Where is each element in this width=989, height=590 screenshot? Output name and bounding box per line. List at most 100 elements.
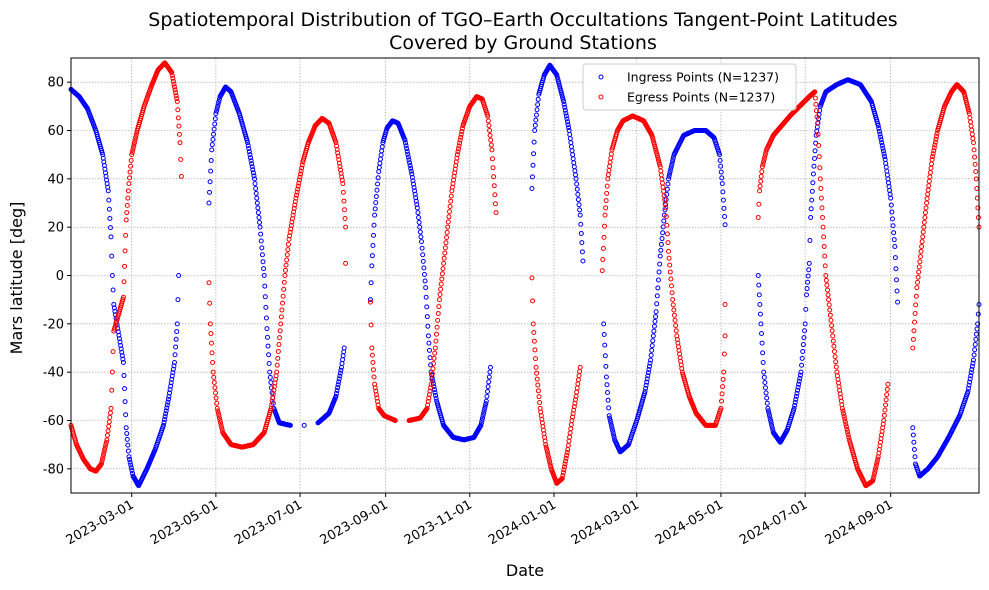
data-point bbox=[925, 191, 931, 197]
data-point bbox=[966, 382, 972, 388]
data-point bbox=[799, 355, 805, 361]
data-point bbox=[122, 399, 128, 405]
data-point bbox=[579, 249, 585, 255]
data-point bbox=[874, 461, 880, 467]
legend-marker bbox=[598, 74, 604, 80]
data-point bbox=[419, 245, 425, 251]
data-point bbox=[277, 335, 283, 341]
data-point bbox=[133, 135, 139, 141]
data-point bbox=[757, 183, 763, 189]
data-point bbox=[824, 287, 830, 293]
data-point bbox=[968, 123, 974, 129]
x-axis-label: Date bbox=[506, 561, 544, 580]
data-point bbox=[266, 352, 272, 358]
data-point bbox=[661, 218, 667, 224]
data-point bbox=[275, 348, 281, 354]
data-point bbox=[562, 461, 568, 467]
data-point bbox=[407, 163, 413, 169]
data-point bbox=[530, 298, 536, 304]
data-point bbox=[378, 156, 384, 162]
data-point bbox=[871, 473, 877, 479]
legend: Ingress Points (N=1237) Egress Points (N=… bbox=[582, 63, 797, 111]
data-point bbox=[333, 140, 339, 146]
data-point bbox=[546, 456, 552, 462]
data-point bbox=[803, 306, 809, 312]
data-point bbox=[926, 178, 932, 184]
data-point bbox=[883, 164, 889, 170]
data-point bbox=[372, 206, 378, 212]
data-point bbox=[216, 415, 222, 421]
data-point bbox=[170, 78, 176, 84]
y-axis-label: Mars latitude [deg] bbox=[7, 202, 26, 355]
data-point bbox=[609, 425, 615, 431]
data-point bbox=[668, 166, 674, 172]
data-point bbox=[211, 126, 217, 132]
data-point bbox=[792, 399, 798, 405]
data-point bbox=[105, 188, 111, 194]
data-point bbox=[799, 362, 805, 368]
data-point bbox=[667, 169, 673, 175]
data-point bbox=[370, 243, 376, 249]
data-point bbox=[281, 279, 287, 285]
data-point bbox=[165, 399, 171, 405]
data-point bbox=[892, 255, 898, 261]
data-point bbox=[757, 311, 763, 317]
data-point bbox=[458, 134, 464, 140]
data-point bbox=[263, 304, 269, 310]
data-point bbox=[442, 250, 448, 256]
data-point bbox=[765, 408, 771, 414]
data-point bbox=[459, 128, 465, 134]
data-point bbox=[439, 271, 445, 277]
data-point bbox=[566, 438, 572, 444]
data-point bbox=[802, 321, 808, 327]
data-point bbox=[247, 152, 253, 158]
data-point bbox=[915, 274, 921, 280]
data-point bbox=[479, 418, 485, 423]
data-point bbox=[124, 210, 130, 216]
data-point bbox=[873, 466, 879, 472]
data-point bbox=[284, 257, 290, 263]
data-point bbox=[929, 157, 935, 162]
data-point bbox=[816, 142, 822, 148]
data-point bbox=[653, 309, 659, 315]
data-point bbox=[650, 137, 656, 143]
data-point bbox=[127, 169, 133, 175]
data-point bbox=[826, 297, 832, 303]
data-point bbox=[962, 93, 968, 99]
y-tick-label: 80 bbox=[47, 76, 64, 91]
data-point bbox=[815, 120, 821, 126]
data-point bbox=[910, 432, 916, 438]
data-point bbox=[431, 387, 437, 393]
data-point bbox=[570, 156, 576, 162]
data-point bbox=[807, 237, 813, 243]
data-point bbox=[256, 215, 262, 220]
data-point bbox=[209, 142, 215, 148]
data-point bbox=[479, 415, 485, 421]
data-point bbox=[564, 452, 570, 458]
data-point bbox=[886, 184, 892, 190]
data-point bbox=[275, 355, 281, 361]
data-point bbox=[116, 336, 122, 342]
data-point bbox=[212, 121, 218, 127]
data-point bbox=[408, 165, 414, 171]
data-point bbox=[720, 384, 726, 390]
data-point bbox=[841, 411, 847, 417]
data-point bbox=[278, 314, 284, 320]
data-point bbox=[722, 302, 728, 307]
data-point bbox=[656, 159, 662, 165]
data-point bbox=[842, 419, 848, 425]
data-point bbox=[567, 132, 573, 138]
data-point bbox=[212, 385, 218, 391]
data-point bbox=[413, 195, 419, 201]
data-point bbox=[643, 385, 649, 391]
data-point bbox=[888, 195, 894, 201]
data-point bbox=[719, 175, 725, 181]
data-point bbox=[648, 352, 654, 358]
data-point bbox=[437, 291, 443, 297]
data-point bbox=[606, 405, 612, 411]
data-point bbox=[128, 157, 134, 163]
data-point bbox=[806, 267, 812, 273]
data-point bbox=[405, 151, 411, 157]
data-point bbox=[219, 425, 225, 431]
data-point bbox=[178, 173, 184, 179]
